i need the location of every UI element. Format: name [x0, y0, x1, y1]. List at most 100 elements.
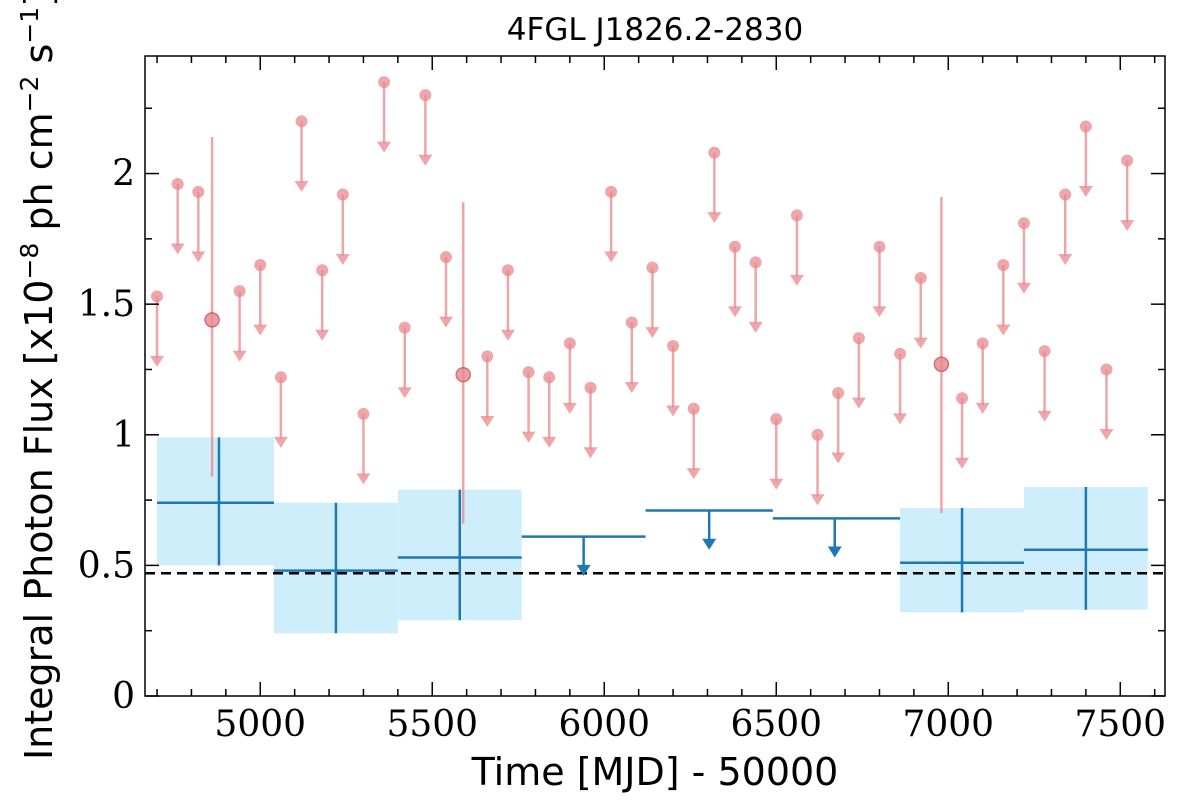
short-bin-arrowhead [253, 324, 268, 336]
y-axis-label-main: Integral Photon Flux [x10 [17, 280, 61, 761]
short-bin-upper-limit-point [832, 386, 845, 399]
short-bin-upper-limit-point [749, 256, 762, 269]
short-bin-arrowhead [562, 402, 577, 414]
short-bin-detection-point [455, 366, 471, 383]
y-tick-label: 1.5 [78, 284, 135, 325]
short-bin-arrowhead [480, 415, 495, 427]
short-bin-arrowhead [273, 436, 288, 448]
short-bin-arrowhead [789, 274, 804, 286]
short-bin-arrowhead [397, 387, 412, 399]
x-tick-label: 5000 [214, 704, 306, 745]
short-bin-upper-limit-point [728, 240, 741, 253]
short-bin-upper-limit-point [873, 240, 886, 253]
short-bin-upper-limit-point [1100, 363, 1113, 376]
short-bin-upper-limit-point [605, 185, 618, 198]
short-bin-upper-limit-point [790, 209, 803, 222]
x-tick-label: 6000 [558, 704, 650, 745]
y-axis-label-mid: ph cm [17, 112, 61, 242]
short-bin-arrowhead [769, 478, 784, 490]
short-bin-arrowhead [1058, 253, 1073, 265]
short-bin-upper-limit-point [1059, 188, 1072, 201]
axis-ticks: 5000 5500 6000 6500 7000 7500 0 0.5 1 1.5 2 [78, 56, 1166, 745]
short-bin-upper-limit-point [852, 332, 865, 345]
short-bin-arrowhead [232, 350, 247, 362]
short-bin-upper-limit-point [295, 115, 308, 128]
short-bin-arrowhead [294, 180, 309, 192]
short-bin-arrowhead [831, 452, 846, 464]
short-bin-arrowhead [439, 316, 454, 328]
short-bin-arrowhead [170, 243, 185, 255]
y-axis-label-end: ] [17, 0, 61, 7]
short-bin-upper-limit-point [522, 366, 535, 379]
y-axis-label-exp2: −2 [15, 76, 44, 113]
short-bin-upper-limit-point [667, 339, 680, 352]
y-axis-label-exp3: −1 [15, 7, 44, 44]
short-bin-upper-limit-point [811, 428, 824, 441]
short-bin-arrowhead [996, 324, 1011, 336]
short-bin-detection-point [204, 312, 220, 328]
short-bin-arrowhead [542, 436, 557, 448]
short-bin-arrowhead [872, 306, 887, 318]
short-bin-arrowhead [893, 413, 908, 425]
x-axis-label: Time [MJD] - 50000 [471, 750, 839, 794]
short-bin-upper-limit-point [274, 371, 287, 384]
short-bin-upper-limit-point [894, 347, 907, 360]
long-bin-arrowhead [702, 538, 717, 550]
short-bin-arrowhead [1099, 429, 1114, 440]
short-bin-arrowhead [356, 473, 371, 485]
short-bin-upper-limit-point [336, 188, 349, 201]
y-tick-label: 2 [112, 154, 135, 195]
short-bin-upper-limit-point [151, 290, 164, 303]
short-bin-arrowhead [851, 397, 866, 409]
long-bin-arrowhead [827, 546, 842, 558]
short-bin-upper-limit-point [254, 258, 267, 271]
plot-area [145, 76, 1165, 634]
short-bin-upper-limit-point [543, 371, 556, 384]
short-bin-upper-limit-point [357, 407, 370, 420]
long-bin-arrowhead [576, 564, 591, 576]
short-bin-arrowhead [604, 251, 619, 263]
y-axis-label: Integral Photon Flux [x10−8 ph cm−2 s−1] [15, 0, 61, 760]
short-bin-upper-limit-point [956, 392, 969, 405]
short-bin-upper-limit-point [646, 261, 659, 274]
short-bin-upper-limit-point [1121, 154, 1134, 167]
axes-frame [144, 55, 1166, 697]
long-bin-band [157, 437, 275, 566]
short-bin-arrowhead [1120, 220, 1135, 232]
short-bin-arrowhead [624, 381, 639, 393]
short-bin-arrowhead [645, 327, 660, 339]
short-bin-arrowhead [666, 405, 681, 417]
short-bin-upper-limit-point [481, 350, 494, 363]
short-bin-upper-limit-point [687, 402, 700, 415]
short-bin-upper-limit-point [997, 258, 1010, 271]
y-axis-label-s: s [17, 44, 61, 76]
short-bin-arrowhead [1078, 186, 1093, 198]
short-bin-upper-limit-point [233, 285, 246, 298]
short-bin-arrowhead [418, 154, 433, 166]
y-tick-label: 0 [112, 676, 135, 717]
y-tick-label: 1 [112, 415, 135, 456]
short-bin-arrowhead [500, 329, 515, 341]
short-bin-upper-limit-point [378, 76, 391, 89]
short-bin-upper-limit-point [398, 321, 411, 334]
short-bin-upper-limit-point [1017, 217, 1030, 230]
short-bin-upper-limit-point [440, 251, 453, 264]
short-bin-arrowhead [521, 431, 536, 443]
short-bin-upper-limit-point [976, 337, 989, 350]
short-bin-arrowhead [707, 212, 722, 224]
short-bin-upper-limit-point [316, 264, 329, 277]
short-bin-arrowhead [1016, 282, 1031, 294]
short-bin-upper-limit-point [584, 381, 597, 394]
short-bin-arrowhead [748, 321, 763, 333]
y-tick-label: 0.5 [78, 545, 135, 586]
short-bin-upper-limit-point [1038, 345, 1051, 358]
short-bin-upper-limit-point [625, 316, 638, 329]
short-bin-arrowhead [913, 337, 928, 349]
short-bin-arrowhead [686, 468, 701, 480]
short-bin-arrowhead [377, 141, 392, 153]
short-bin-upper-limit-point [914, 272, 927, 285]
short-bin-arrowhead [150, 355, 165, 367]
short-bin-arrowhead [810, 494, 825, 506]
short-bin-detection-point [933, 356, 950, 372]
